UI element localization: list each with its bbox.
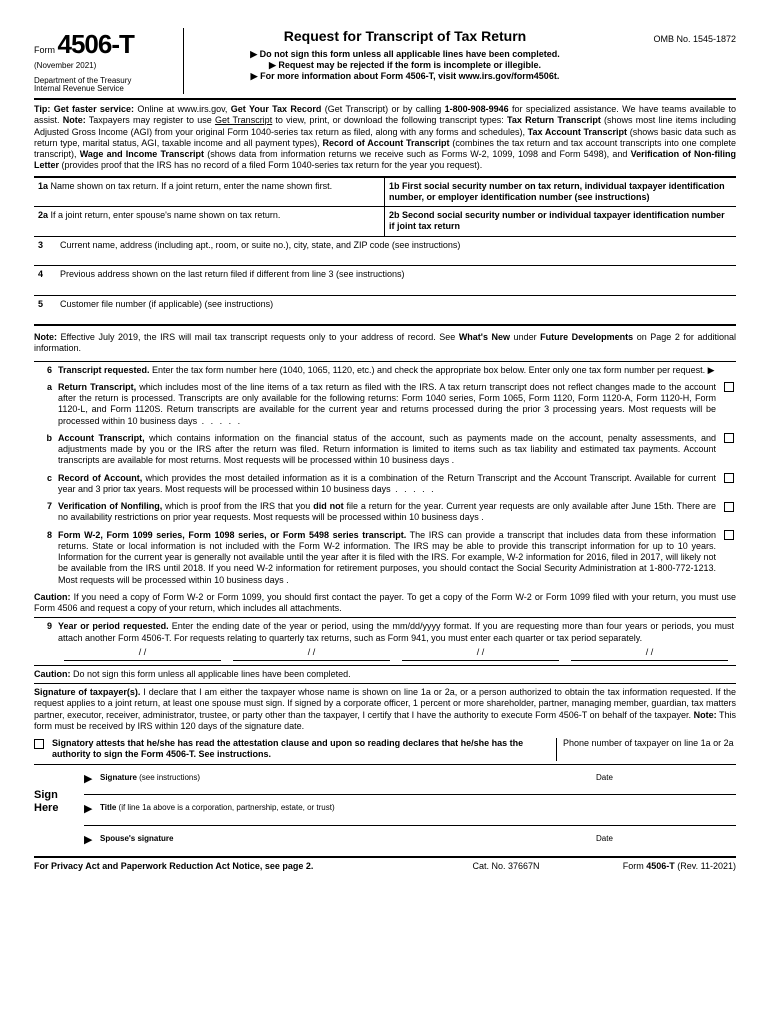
line-9: 9 Year or period requested. Enter the en… bbox=[34, 618, 736, 666]
checkbox-7[interactable] bbox=[716, 501, 734, 524]
header-center: Request for Transcript of Tax Return ▶ D… bbox=[184, 28, 626, 94]
line-3-num: 3 bbox=[38, 240, 54, 251]
signature-lines: ▶ Signature (see instructions) Date ▶ Ti… bbox=[84, 765, 736, 856]
line-8-text: Form W-2, Form 1099 series, Form 1098 se… bbox=[58, 530, 716, 586]
checkbox-6c[interactable] bbox=[716, 473, 734, 496]
line-2b-num: 2b bbox=[389, 210, 400, 220]
line-6b-text: Account Transcript, which contains infor… bbox=[58, 433, 716, 467]
footer-right: Form 4506-T (Rev. 11-2021) bbox=[576, 861, 736, 872]
sig1-label: Signature (see instructions) bbox=[100, 773, 596, 787]
line-1a-num: 1a bbox=[38, 181, 48, 191]
signature-line-3[interactable]: ▶ Spouse's signature Date bbox=[84, 832, 736, 856]
line-1a[interactable]: 1a Name shown on tax return. If a joint … bbox=[34, 178, 385, 207]
attestation-row: Signatory attests that he/she has read t… bbox=[34, 735, 736, 765]
line-5-num: 5 bbox=[38, 299, 54, 310]
line-5[interactable]: 5 Customer file number (if applicable) (s… bbox=[34, 296, 736, 327]
checkbox-6a[interactable] bbox=[716, 382, 734, 427]
checkbox-8[interactable] bbox=[716, 530, 734, 586]
form-date: (November 2021) bbox=[34, 61, 177, 71]
form-title: Request for Transcript of Tax Return bbox=[192, 28, 618, 46]
line-6c-text: Record of Account, which provides the mo… bbox=[58, 473, 716, 496]
arrow-icon: ▶ bbox=[84, 773, 100, 787]
signature-line-2[interactable]: ▶ Title (if line 1a above is a corporati… bbox=[84, 801, 736, 826]
checkbox-6b[interactable] bbox=[716, 433, 734, 467]
line-2a[interactable]: 2a If a joint return, enter spouse's nam… bbox=[34, 207, 385, 236]
line-9-text: Year or period requested. Enter the endi… bbox=[58, 621, 734, 661]
footer-left: For Privacy Act and Paperwork Reduction … bbox=[34, 861, 436, 872]
date-slot-2[interactable]: / / bbox=[233, 647, 390, 661]
caution-1: Caution: If you need a copy of Form W-2 … bbox=[34, 589, 736, 619]
date-slot-3[interactable]: / / bbox=[402, 647, 559, 661]
footer-center: Cat. No. 37667N bbox=[436, 861, 576, 872]
line-6a-text: Return Transcript, which includes most o… bbox=[58, 382, 716, 427]
line-3-text: Current name, address (including apt., r… bbox=[60, 240, 460, 250]
checkbox-attest[interactable] bbox=[34, 738, 52, 761]
line-4[interactable]: 4 Previous address shown on the last retu… bbox=[34, 266, 736, 296]
line-6b: b Account Transcript, which contains inf… bbox=[34, 430, 736, 470]
subtitle-3: ▶ For more information about Form 4506-T… bbox=[192, 71, 618, 82]
form-number: 4506-T bbox=[58, 29, 134, 59]
line-6a: a Return Transcript, which includes most… bbox=[34, 379, 736, 430]
line-6c-num: c bbox=[36, 473, 58, 496]
line-6c: c Record of Account, which provides the … bbox=[34, 470, 736, 499]
line-1b-num: 1b bbox=[389, 181, 400, 191]
line-6-num: 6 bbox=[36, 365, 58, 376]
line-1b-text: First social security number on tax retu… bbox=[389, 181, 725, 202]
line-2b[interactable]: 2b Second social security number or indi… bbox=[385, 207, 736, 236]
form-prefix: Form bbox=[34, 45, 55, 55]
omb-number: OMB No. 1545-1872 bbox=[626, 28, 736, 94]
line-7-num: 7 bbox=[36, 501, 58, 524]
signature-block: SignHere ▶ Signature (see instructions) … bbox=[34, 765, 736, 856]
line-3[interactable]: 3 Current name, address (including apt., … bbox=[34, 237, 736, 267]
line-1b[interactable]: 1b First social security number on tax r… bbox=[385, 178, 736, 207]
department: Department of the Treasury Internal Reve… bbox=[34, 77, 177, 95]
row-1: 1a Name shown on tax return. If a joint … bbox=[34, 178, 736, 208]
dept-line2: Internal Revenue Service bbox=[34, 85, 177, 94]
line-7-text: Verification of Nonfiling, which is proo… bbox=[58, 501, 716, 524]
arrow-icon: ▶ bbox=[84, 834, 100, 848]
line-6b-num: b bbox=[36, 433, 58, 467]
sign-here-label: SignHere bbox=[34, 765, 84, 856]
sig2-label: Title (if line 1a above is a corporation… bbox=[100, 803, 736, 817]
caution-2: Caution: Do not sign this form unless al… bbox=[34, 666, 736, 684]
page-footer: For Privacy Act and Paperwork Reduction … bbox=[34, 856, 736, 872]
date-slots: / / / / / / / / bbox=[58, 647, 734, 661]
line-6: 6 Transcript requested. Enter the tax fo… bbox=[34, 362, 736, 379]
line-8: 8 Form W-2, Form 1099 series, Form 1098 … bbox=[34, 527, 736, 589]
date-slot-1[interactable]: / / bbox=[64, 647, 221, 661]
note-effective: Note: Effective July 2019, the IRS will … bbox=[34, 326, 736, 362]
line-2b-text: Second social security number or individ… bbox=[389, 210, 725, 231]
line-6-text: Transcript requested. Enter the tax form… bbox=[58, 365, 734, 376]
sig3-date: Date bbox=[596, 834, 736, 848]
line-2a-text: If a joint return, enter spouse's name s… bbox=[51, 210, 281, 220]
line-1a-text: Name shown on tax return. If a joint ret… bbox=[51, 181, 333, 191]
line-6a-num: a bbox=[36, 382, 58, 427]
phone-label[interactable]: Phone number of taxpayer on line 1a or 2… bbox=[556, 738, 736, 761]
arrow-icon: ▶ bbox=[84, 803, 100, 817]
line-4-text: Previous address shown on the last retur… bbox=[60, 269, 405, 279]
line-2a-num: 2a bbox=[38, 210, 48, 220]
sig1-date: Date bbox=[596, 773, 736, 787]
line-7: 7 Verification of Nonfiling, which is pr… bbox=[34, 498, 736, 527]
subtitle-2: ▶ Request may be rejected if the form is… bbox=[192, 60, 618, 71]
form-header: Form 4506-T (November 2021) Department o… bbox=[34, 28, 736, 100]
subtitle-1: ▶ Do not sign this form unless all appli… bbox=[192, 49, 618, 60]
signature-declaration: Signature of taxpayer(s). I declare that… bbox=[34, 684, 736, 735]
line-9-num: 9 bbox=[36, 621, 58, 661]
signature-line-1[interactable]: ▶ Signature (see instructions) Date bbox=[84, 771, 736, 796]
sig3-label: Spouse's signature bbox=[100, 834, 596, 848]
line-8-num: 8 bbox=[36, 530, 58, 586]
attest-text: Signatory attests that he/she has read t… bbox=[52, 738, 556, 761]
line-5-text: Customer file number (if applicable) (se… bbox=[60, 299, 273, 309]
header-left: Form 4506-T (November 2021) Department o… bbox=[34, 28, 184, 94]
row-2: 2a If a joint return, enter spouse's nam… bbox=[34, 207, 736, 237]
line-4-num: 4 bbox=[38, 269, 54, 280]
date-slot-4[interactable]: / / bbox=[571, 647, 728, 661]
tip-block: Tip: Get faster service: Online at www.i… bbox=[34, 104, 736, 178]
